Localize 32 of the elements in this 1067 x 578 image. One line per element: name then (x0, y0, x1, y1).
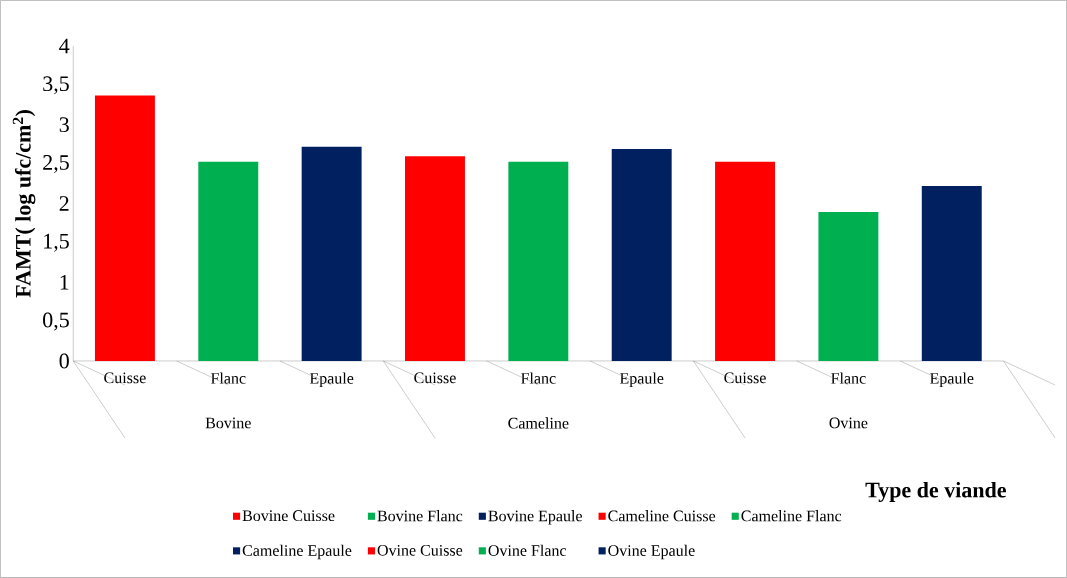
legend-label: Cameline Flanc (741, 510, 842, 522)
y-tick-label: 3 (59, 117, 69, 133)
legend-label: Bovine Epaule (488, 510, 582, 525)
legend-label: Cameline Epaule (242, 544, 352, 560)
y-axis-title: FAMT( log ufc/cm$^{2}$) (12, 110, 36, 298)
legend-label: Bovine Cuisse (242, 510, 335, 522)
legend-label: Ovine Cuisse (377, 545, 463, 556)
y-tick-label: 0,5 (43, 312, 69, 331)
x-axis-title: Type de viande (865, 482, 1006, 503)
text: Bovine (205, 417, 251, 429)
y-tick-label: 4 (59, 38, 70, 54)
legend-label: Ovine Flanc (488, 544, 567, 557)
x-tick-label: Cuisse (104, 372, 146, 384)
x-tick-label: Cuisse (414, 372, 456, 384)
legend-label: Cameline Cuisse (608, 510, 716, 522)
legend-label: Bovine Flanc (377, 510, 463, 522)
x-tick-label: Epaule (309, 372, 354, 388)
text: Cameline (508, 417, 569, 429)
x-tick-label: Epaule (929, 372, 974, 388)
y-tick-label: 3,5 (43, 76, 69, 95)
y-tick-label: 2 (59, 196, 69, 211)
y-tick-label: 1,5 (44, 233, 69, 252)
x-tick-label: Cuisse (724, 372, 766, 384)
y-tick-label: 1 (60, 274, 69, 290)
x-tick-label: Epaule (619, 372, 664, 388)
x-tick-label: Flanc (521, 372, 556, 384)
x-tick-label: Flanc (831, 372, 866, 384)
y-tick-label: 0 (59, 353, 69, 369)
x-tick-label: Flanc (210, 372, 246, 384)
legend-label: Ovine Epaule (608, 544, 695, 560)
text: Ovine (829, 417, 868, 429)
y-tick-label: 2,5 (43, 155, 69, 174)
